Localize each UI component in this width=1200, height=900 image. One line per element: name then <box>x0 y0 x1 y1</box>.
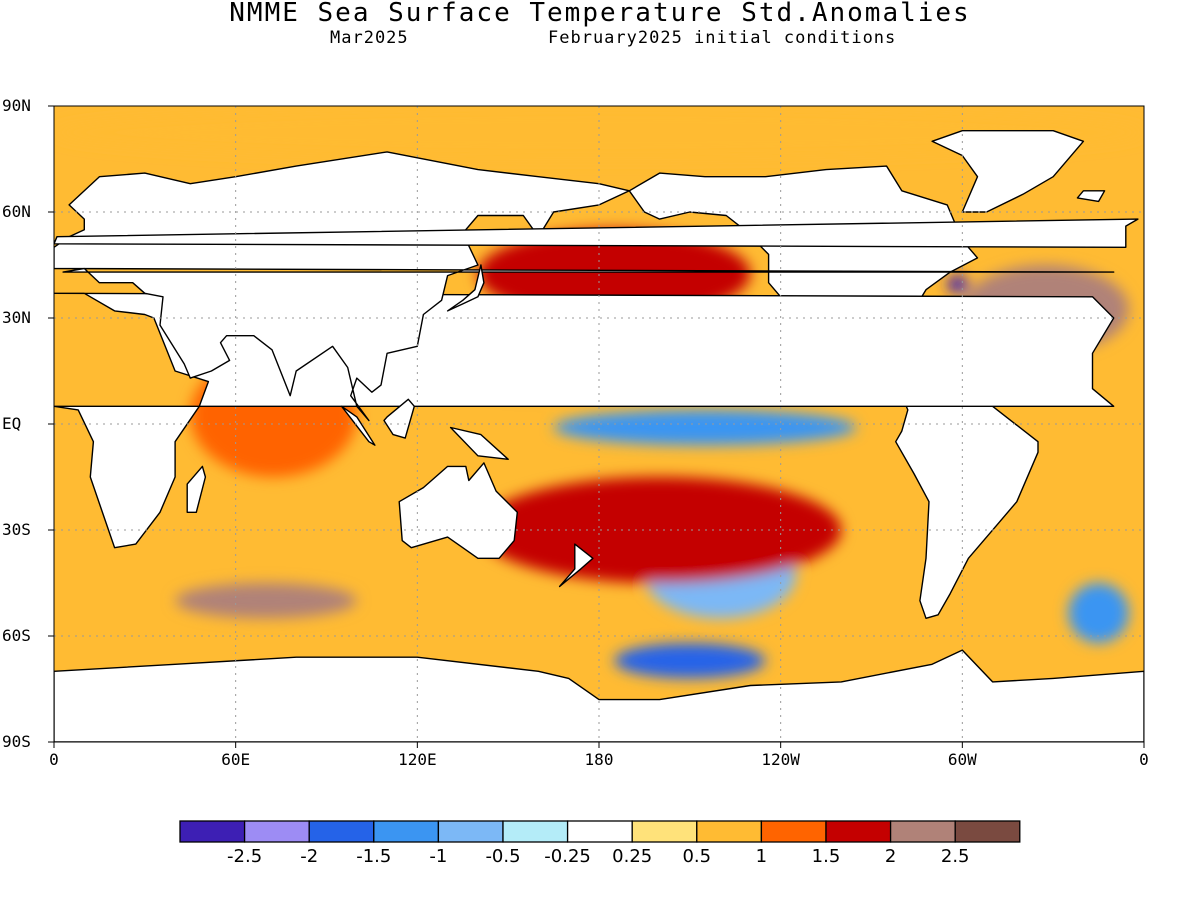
colorbar-label: -2.5 <box>227 846 263 867</box>
colorbar-swatch <box>954 820 1021 843</box>
colorbar-swatch <box>889 820 956 843</box>
lat-label: 30N <box>2 308 31 327</box>
lat-label: 60N <box>2 202 31 221</box>
colorbar-swatch <box>696 820 763 843</box>
landmass-new-zealand <box>558 543 594 588</box>
lon-label: 60W <box>947 750 977 769</box>
lat-label: 90N <box>2 96 31 115</box>
lat-label: 90S <box>2 732 31 751</box>
landmass-australia <box>398 462 518 559</box>
lat-label: EQ <box>2 414 22 433</box>
landmass-greenland <box>931 130 1085 213</box>
anomaly-region <box>175 583 357 619</box>
colorbar-swatch <box>566 820 633 843</box>
lon-label: 180 <box>584 750 614 769</box>
lon-label: 120E <box>398 750 437 769</box>
lat-label: 60S <box>2 626 31 645</box>
colorbar-swatch <box>825 820 892 843</box>
colorbar-label: -0.25 <box>544 846 591 867</box>
colorbar-label: 2 <box>884 846 897 867</box>
landmass-antarctica <box>54 649 1144 742</box>
colorbar-label: -1.5 <box>356 846 392 867</box>
colorbar-swatch <box>502 820 569 843</box>
colorbar-label: 1.5 <box>811 846 841 867</box>
landmass-iceland <box>1076 190 1106 203</box>
lon-label: 0 <box>1139 750 1149 769</box>
landmass-new-guinea <box>449 426 509 460</box>
colorbar-label: 0.5 <box>682 846 712 867</box>
landmass-japan <box>446 264 485 312</box>
colorbar-label: 1 <box>755 846 768 867</box>
colorbar-swatch <box>308 820 375 843</box>
colorbar-label: 0.25 <box>612 846 653 867</box>
colorbar <box>179 820 1021 843</box>
colorbar-swatch <box>760 820 827 843</box>
landmass-eurasia <box>54 151 1115 422</box>
anomaly-region <box>54 106 1144 159</box>
colorbar-label: -0.5 <box>485 846 521 867</box>
land-mask <box>54 130 1144 742</box>
chart-subtitle-right: February2025 initial conditions <box>548 28 897 48</box>
lat-label: 30S <box>2 520 31 539</box>
colorbar-swatch <box>179 820 246 843</box>
colorbar-swatch <box>243 820 310 843</box>
landmass-borneo-sumatra <box>340 405 376 446</box>
anomaly-region <box>947 275 969 294</box>
colorbar-swatch <box>631 820 698 843</box>
colorbar-swatch <box>437 820 504 843</box>
lon-label: 120W <box>761 750 800 769</box>
colorbar-swatch <box>373 820 440 843</box>
anomaly-region <box>1068 583 1129 644</box>
lon-label: 60E <box>221 750 251 769</box>
landmass-british-isles <box>54 218 1139 248</box>
colorbar-label: -1 <box>429 846 448 867</box>
map-gridlines <box>54 106 1144 742</box>
landmass-south-america <box>895 380 1039 619</box>
chart-title: NMME Sea Surface Temperature Std.Anomali… <box>229 0 971 28</box>
anomaly-region <box>477 477 842 583</box>
landmass-madagascar <box>186 465 207 513</box>
anomaly-region <box>614 643 766 679</box>
landmass-borneo <box>383 398 415 439</box>
lon-label: 0 <box>49 750 59 769</box>
axis-ticks <box>48 105 1145 748</box>
chart-subtitle-left: Mar2025 <box>330 28 409 48</box>
landmass-africa <box>54 292 1115 549</box>
colorbar-label: 2.5 <box>940 846 970 867</box>
colorbar-label: -2 <box>300 846 319 867</box>
